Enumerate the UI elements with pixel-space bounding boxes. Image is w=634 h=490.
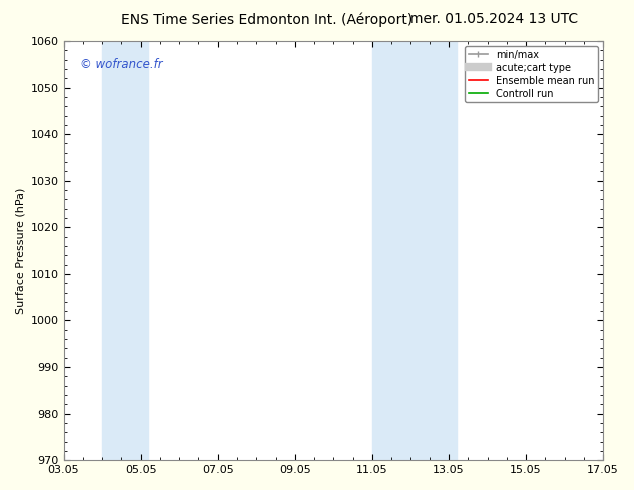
Text: ENS Time Series Edmonton Int. (Aéroport): ENS Time Series Edmonton Int. (Aéroport) [120,12,412,27]
Y-axis label: Surface Pressure (hPa): Surface Pressure (hPa) [15,187,25,314]
Text: mer. 01.05.2024 13 UTC: mer. 01.05.2024 13 UTC [410,12,579,26]
Bar [102,41,148,460]
Legend: min/max, acute;cart type, Ensemble mean run, Controll run: min/max, acute;cart type, Ensemble mean … [465,46,598,102]
Text: © wofrance.fr: © wofrance.fr [80,58,162,71]
Bar [372,41,456,460]
